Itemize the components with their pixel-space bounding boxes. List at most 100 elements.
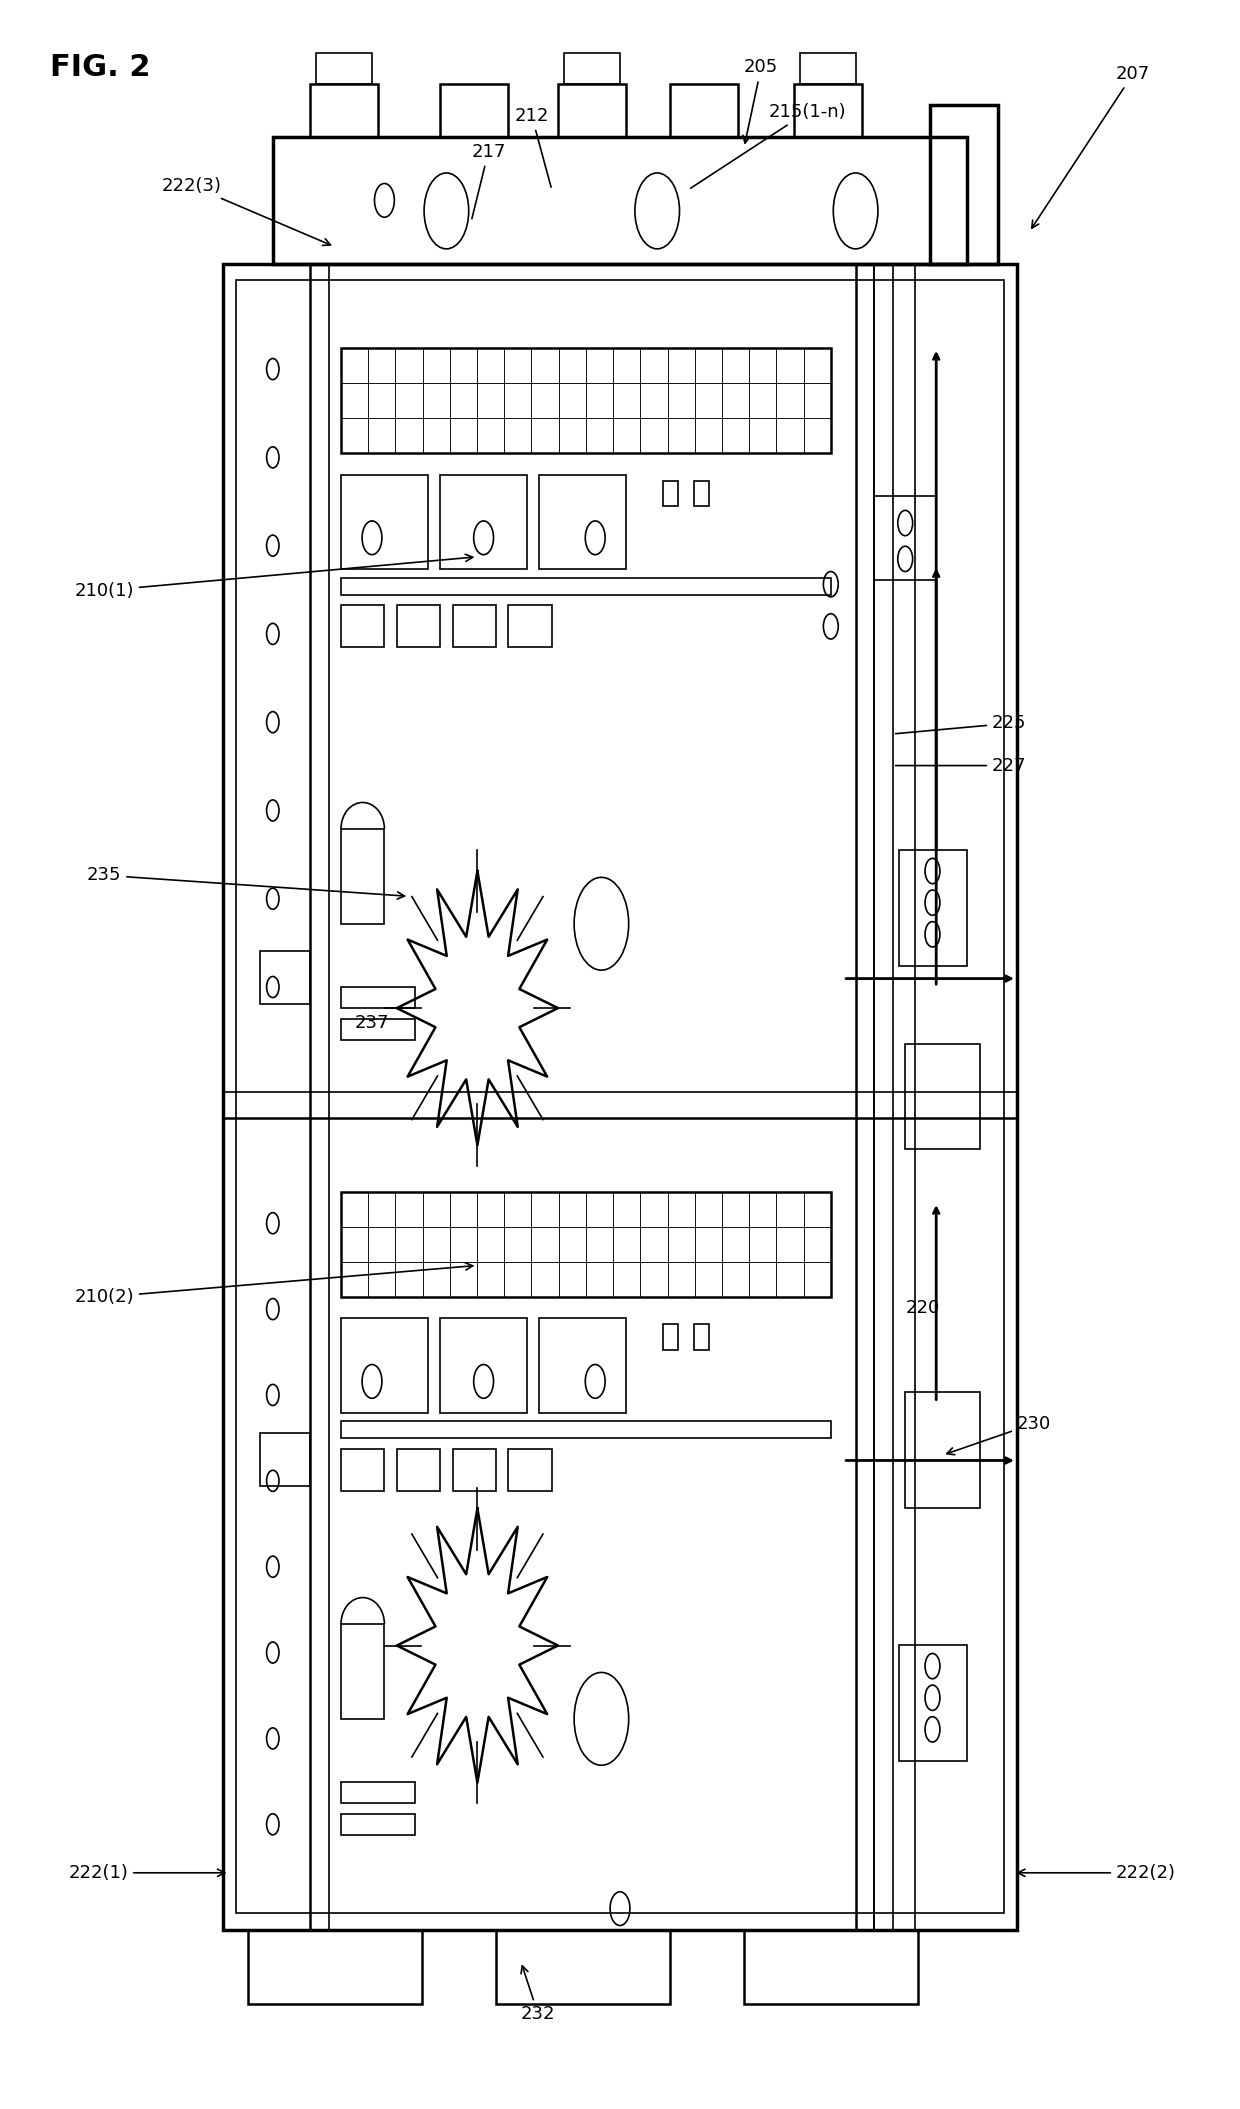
Bar	[804, 1261, 831, 1297]
Bar	[341, 348, 831, 453]
Bar	[423, 384, 450, 418]
Bar	[341, 605, 384, 647]
Bar	[613, 1192, 640, 1227]
Text: 210(2): 210(2)	[74, 1263, 472, 1305]
Bar	[341, 1421, 831, 1438]
Bar	[260, 1434, 310, 1485]
Bar	[440, 1318, 527, 1413]
Bar	[423, 1192, 450, 1227]
Bar	[341, 987, 415, 1008]
Bar	[559, 418, 585, 453]
Text: 215(1-n): 215(1-n)	[691, 103, 847, 188]
Bar	[749, 348, 776, 384]
Text: 220: 220	[905, 1299, 940, 1316]
Bar	[223, 264, 1017, 1930]
Bar	[585, 384, 613, 418]
Bar	[776, 1227, 804, 1261]
Bar	[368, 1192, 396, 1227]
Bar	[477, 1227, 505, 1261]
Bar	[450, 1192, 477, 1227]
Bar	[341, 1449, 384, 1491]
Text: FIG. 2: FIG. 2	[50, 53, 150, 82]
Bar	[505, 1227, 532, 1261]
Bar	[341, 384, 368, 418]
Bar	[440, 84, 508, 137]
Bar	[564, 53, 620, 84]
Bar	[559, 1227, 585, 1261]
Bar	[450, 1227, 477, 1261]
Bar	[477, 348, 505, 384]
Bar	[341, 418, 368, 453]
Bar	[585, 1192, 613, 1227]
Bar	[341, 475, 428, 569]
Bar	[539, 475, 626, 569]
Bar	[694, 1261, 722, 1297]
Bar	[694, 481, 709, 506]
Bar	[396, 1261, 423, 1297]
Text: 222(2): 222(2)	[1018, 1864, 1176, 1881]
Bar	[558, 84, 626, 137]
Bar	[804, 1192, 831, 1227]
Bar	[585, 348, 613, 384]
Bar	[440, 475, 527, 569]
Bar	[613, 348, 640, 384]
Bar	[694, 418, 722, 453]
Bar	[722, 348, 749, 384]
Bar	[585, 1227, 613, 1261]
Bar	[508, 1449, 552, 1491]
Bar	[667, 384, 694, 418]
Bar	[559, 1261, 585, 1297]
Bar	[532, 418, 559, 453]
Bar	[450, 1261, 477, 1297]
Bar	[396, 348, 423, 384]
Bar	[341, 578, 831, 595]
Bar	[453, 1449, 496, 1491]
Bar	[667, 1227, 694, 1261]
Bar	[341, 1192, 368, 1227]
Bar	[532, 1261, 559, 1297]
Bar	[694, 1324, 709, 1350]
Bar	[667, 348, 694, 384]
Bar	[368, 348, 396, 384]
Bar	[899, 850, 967, 966]
Bar	[722, 1192, 749, 1227]
Bar	[273, 137, 967, 264]
Bar	[722, 1227, 749, 1261]
Bar	[341, 1227, 368, 1261]
Bar	[248, 1930, 422, 2004]
Bar	[722, 384, 749, 418]
Text: 232: 232	[521, 1966, 556, 2023]
Bar	[505, 348, 532, 384]
Bar	[559, 384, 585, 418]
Bar	[804, 1227, 831, 1261]
Bar	[368, 418, 396, 453]
Bar	[396, 1227, 423, 1261]
Bar	[749, 418, 776, 453]
Bar	[776, 1261, 804, 1297]
Bar	[532, 348, 559, 384]
Bar	[874, 496, 936, 580]
Bar	[585, 1261, 613, 1297]
Bar	[722, 418, 749, 453]
Bar	[532, 1227, 559, 1261]
Bar	[423, 418, 450, 453]
Bar	[776, 384, 804, 418]
Bar	[663, 1324, 678, 1350]
Bar	[423, 348, 450, 384]
Bar	[397, 1449, 440, 1491]
Bar	[423, 1261, 450, 1297]
Bar	[640, 1261, 667, 1297]
Text: 210(1): 210(1)	[74, 555, 472, 599]
Bar	[905, 1044, 980, 1149]
Bar	[341, 1782, 415, 1803]
Bar	[776, 418, 804, 453]
Bar	[341, 829, 384, 924]
Bar	[236, 280, 1004, 1913]
Text: 222(3): 222(3)	[161, 177, 331, 245]
Bar	[640, 384, 667, 418]
Bar	[341, 1814, 415, 1835]
Bar	[397, 605, 440, 647]
Bar	[749, 1227, 776, 1261]
Bar	[800, 53, 856, 84]
Bar	[749, 384, 776, 418]
